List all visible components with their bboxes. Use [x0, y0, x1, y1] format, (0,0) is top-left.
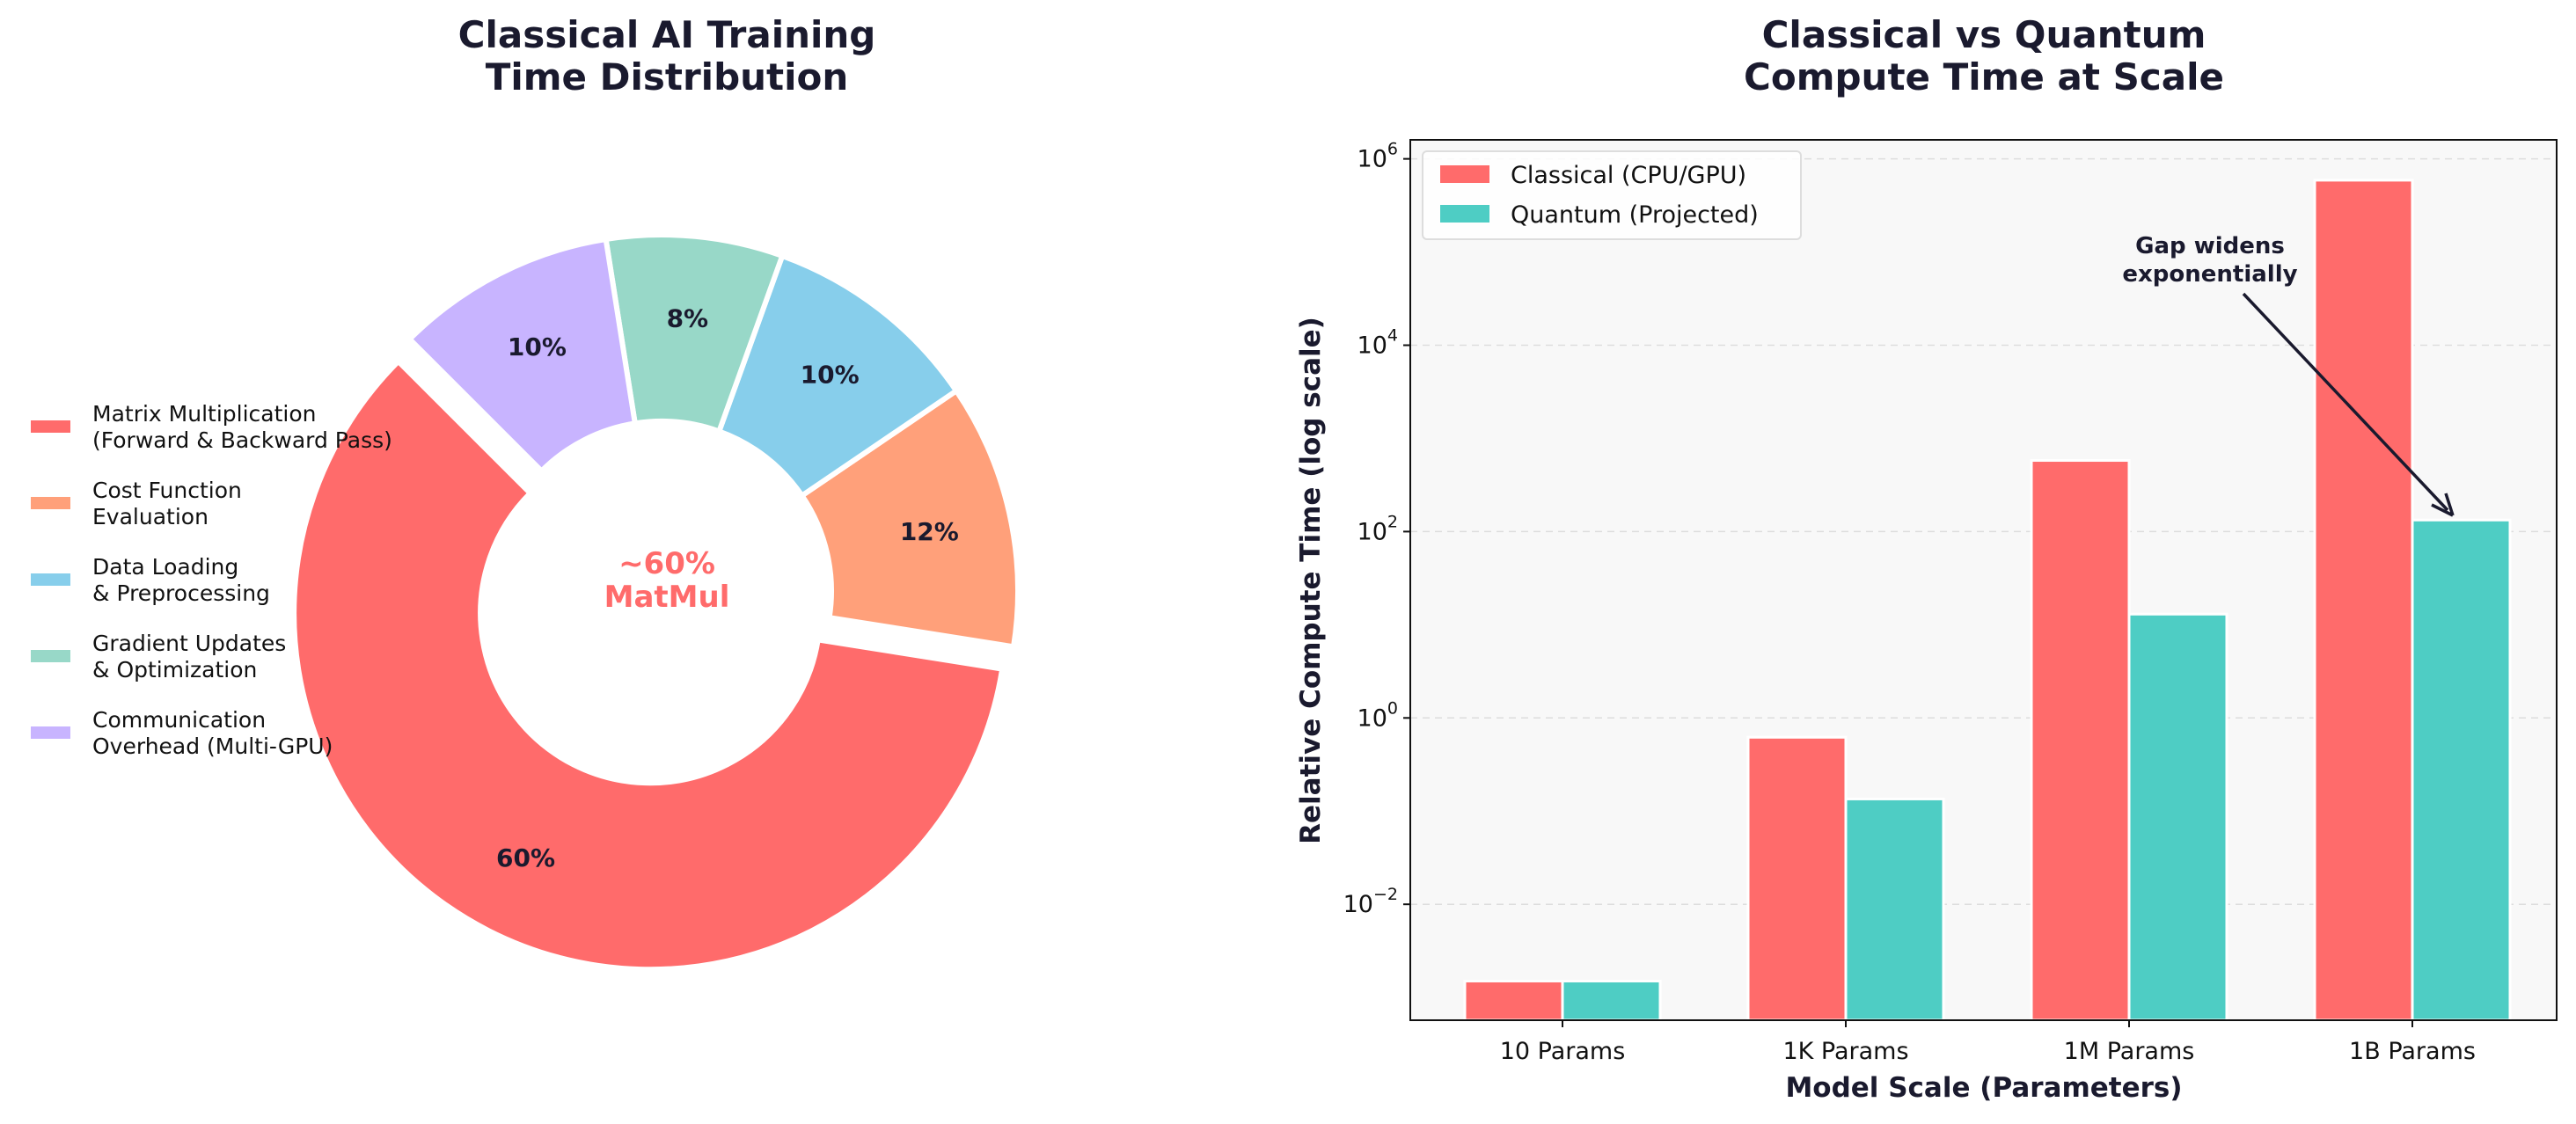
legend-swatch-classical [1440, 165, 1489, 183]
annotation: Gap widens exponentially [2122, 233, 2455, 517]
plot-frame [1409, 139, 2558, 1021]
annotation-line-2: exponentially [2122, 261, 2297, 288]
x-tick-label: 1M Params [2064, 1038, 2195, 1065]
legend-swatch [31, 573, 70, 586]
pie-pct-label: 10% [801, 361, 860, 390]
annotation-line-1: Gap widens [2135, 233, 2285, 259]
pie-legend: Matrix Multiplication(Forward & Backward… [31, 401, 392, 759]
y-tick-label: 100 [1358, 698, 1398, 732]
pie-title-line-1: Classical AI Training [458, 13, 876, 56]
legend-label: Overhead (Multi-GPU) [92, 734, 333, 759]
legend-label: & Preprocessing [92, 580, 270, 606]
bar-classical [1746, 735, 1848, 1022]
legend-swatch [31, 726, 70, 739]
center-label-pct: ~60% [618, 546, 715, 581]
bar-classical [1463, 979, 1564, 1022]
y-tick-label: 106 [1358, 140, 1398, 173]
x-tick-label: 1K Params [1782, 1038, 1908, 1065]
legend-label: (Forward & Backward Pass) [92, 427, 392, 453]
bar-legend: Classical (CPU/GPU) Quantum (Projected) [1422, 150, 1802, 240]
legend-label: & Optimization [92, 657, 257, 682]
bar-title-line-2: Compute Time at Scale [1744, 55, 2224, 99]
x-ticks: 10 Params 1K Params 1M Params 1B Params [1500, 1020, 2476, 1065]
pie-slice [798, 387, 1021, 650]
donut-chart: Classical AI Training Time Distribution … [31, 13, 1021, 973]
bar-classical [2030, 459, 2131, 1022]
bar-quantum [2127, 612, 2228, 1022]
legend-label-quantum: Quantum (Projected) [1511, 201, 1759, 229]
bars [1463, 179, 2512, 1022]
legend-swatch [31, 650, 70, 662]
pie-pct-label: 60% [496, 843, 555, 872]
legend-label: Gradient Updates [92, 631, 286, 656]
bar-quantum [1561, 979, 1662, 1022]
y-ticks: 10−2 100 102 104 106 [1343, 140, 1410, 918]
pie-pct-label: 12% [900, 517, 959, 546]
x-axis-label: Model Scale (Parameters) [1785, 1072, 2182, 1104]
pie-slice [291, 357, 1006, 973]
annotation-arrow [2242, 292, 2449, 512]
center-label-name: MatMul [604, 580, 730, 615]
bar-title-line-1: Classical vs Quantum [1762, 13, 2206, 56]
pie-slice [406, 236, 639, 475]
pie-slice [715, 252, 961, 500]
legend-label: Communication [92, 707, 266, 733]
bar-quantum [2411, 518, 2512, 1022]
bar-quantum [1844, 797, 1945, 1022]
pie-title-line-2: Time Distribution [486, 55, 849, 99]
y-tick-label: 104 [1358, 326, 1398, 360]
legend-label: Evaluation [92, 504, 209, 529]
pie-slices [291, 232, 1021, 973]
y-tick-label: 10−2 [1343, 885, 1398, 918]
pie-pct-label: 10% [508, 332, 567, 361]
pie-pct-label: 8% [667, 304, 709, 333]
legend-swatch [31, 420, 70, 433]
legend-label: Data Loading [92, 554, 238, 580]
bar-chart: Classical vs Quantum Compute Time at Sca… [1295, 13, 2558, 1104]
legend-box [1422, 150, 1802, 240]
legend-label: Cost Function [92, 478, 242, 503]
pie-pct-labels: 60% 12% 10% 8% 10% [496, 304, 959, 873]
bar-classical [2313, 179, 2414, 1022]
x-tick-label: 1B Params [2349, 1038, 2476, 1065]
legend-label-classical: Classical (CPU/GPU) [1511, 162, 1746, 189]
y-tick-label: 102 [1358, 512, 1398, 545]
y-axis-label: Relative Compute Time (log scale) [1295, 317, 1327, 844]
legend-label: Matrix Multiplication [92, 401, 316, 427]
annotation-arrowhead [2431, 493, 2455, 517]
legend-swatch [31, 497, 70, 509]
legend-swatch-quantum [1440, 205, 1489, 223]
x-tick-label: 10 Params [1500, 1038, 1626, 1065]
